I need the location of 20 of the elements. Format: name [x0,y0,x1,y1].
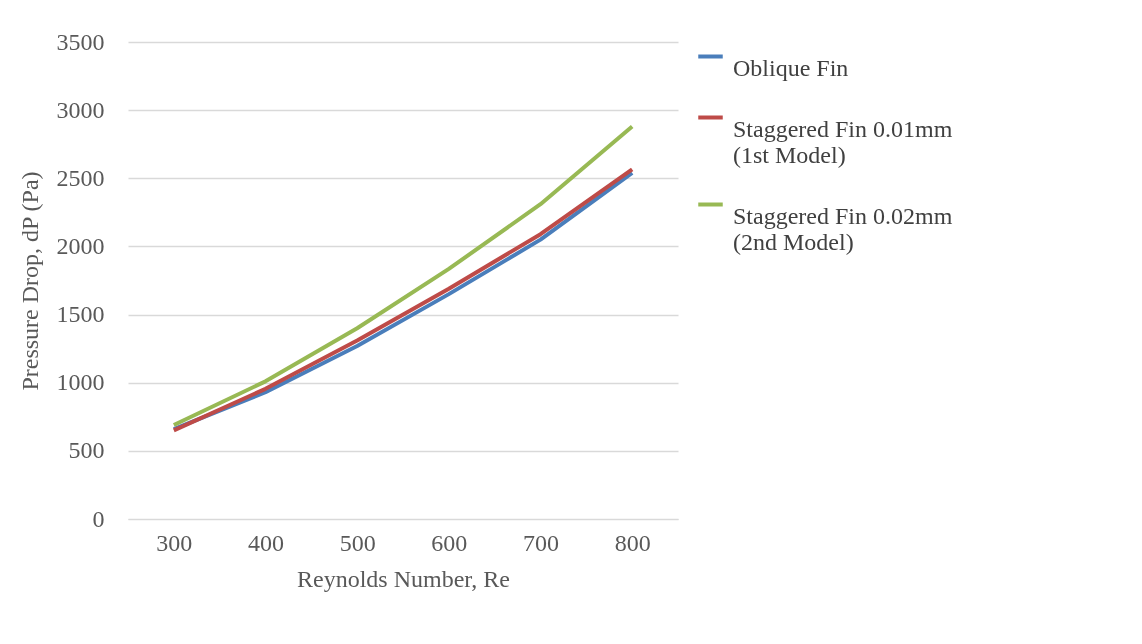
y-tick-label: 2500 [56,164,105,191]
x-tick-label: 300 [156,529,193,556]
y-tick-label: 1500 [56,301,105,328]
y-tick-label: 0 [92,505,105,532]
y-tick-label: 3000 [56,96,105,123]
legend-label: Staggered Fin 0.02mm (2nd Model) [733,202,953,255]
legend-label: Oblique Fin [733,54,849,81]
x-tick-label: 800 [614,529,651,556]
x-tick-label: 700 [523,529,559,556]
x-axis-title: Reynolds Number, Re [296,565,511,592]
line-series [171,124,635,427]
x-tick-label: 600 [431,529,468,556]
legend-label: Staggered Fin 0.01mm (1st Model) [733,115,953,168]
y-tick-label: 1000 [56,369,105,396]
y-tick-label: 500 [68,437,105,464]
x-tick-label: 500 [339,529,376,556]
y-axis-title: Pressure Drop, dP (Pa) [16,171,43,391]
x-tick-label: 400 [248,529,284,556]
y-tick-label: 3500 [56,28,105,55]
y-tick-label: 2000 [56,232,105,259]
